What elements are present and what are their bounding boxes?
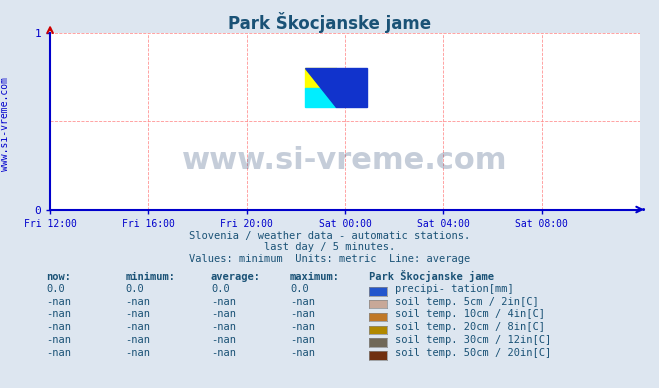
Text: 0.0: 0.0	[290, 284, 308, 294]
Text: Slovenia / weather data - automatic stations.: Slovenia / weather data - automatic stat…	[189, 230, 470, 241]
Text: maximum:: maximum:	[290, 272, 340, 282]
Text: Park Škocjanske jame: Park Škocjanske jame	[228, 12, 431, 33]
Text: -nan: -nan	[211, 335, 236, 345]
Text: -nan: -nan	[46, 322, 71, 332]
Text: -nan: -nan	[211, 348, 236, 358]
Text: -nan: -nan	[125, 309, 150, 319]
Text: -nan: -nan	[290, 348, 315, 358]
Text: -nan: -nan	[46, 296, 71, 307]
Bar	[306, 68, 336, 88]
Text: -nan: -nan	[211, 322, 236, 332]
Text: www.si-vreme.com: www.si-vreme.com	[183, 146, 507, 175]
Text: -nan: -nan	[290, 322, 315, 332]
Text: 0.0: 0.0	[211, 284, 229, 294]
Text: soil temp. 10cm / 4in[C]: soil temp. 10cm / 4in[C]	[395, 309, 546, 319]
Text: soil temp. 50cm / 20in[C]: soil temp. 50cm / 20in[C]	[395, 348, 552, 358]
Text: -nan: -nan	[125, 348, 150, 358]
Text: soil temp. 30cm / 12in[C]: soil temp. 30cm / 12in[C]	[395, 335, 552, 345]
Text: soil temp. 5cm / 2in[C]: soil temp. 5cm / 2in[C]	[395, 296, 539, 307]
Text: -nan: -nan	[211, 296, 236, 307]
Text: -nan: -nan	[46, 348, 71, 358]
Text: -nan: -nan	[125, 322, 150, 332]
Bar	[306, 88, 336, 107]
Text: precipi- tation[mm]: precipi- tation[mm]	[395, 284, 514, 294]
Text: -nan: -nan	[290, 296, 315, 307]
Text: -nan: -nan	[211, 309, 236, 319]
Bar	[336, 68, 367, 107]
Text: last day / 5 minutes.: last day / 5 minutes.	[264, 242, 395, 252]
Text: Values: minimum  Units: metric  Line: average: Values: minimum Units: metric Line: aver…	[189, 254, 470, 264]
Text: -nan: -nan	[125, 296, 150, 307]
Text: now:: now:	[46, 272, 71, 282]
Text: minimum:: minimum:	[125, 272, 175, 282]
Text: average:: average:	[211, 272, 261, 282]
Text: -nan: -nan	[46, 309, 71, 319]
Polygon shape	[306, 68, 336, 107]
Text: soil temp. 20cm / 8in[C]: soil temp. 20cm / 8in[C]	[395, 322, 546, 332]
Text: -nan: -nan	[46, 335, 71, 345]
Text: -nan: -nan	[290, 309, 315, 319]
Text: -nan: -nan	[290, 335, 315, 345]
Text: 0.0: 0.0	[125, 284, 144, 294]
Text: -nan: -nan	[125, 335, 150, 345]
Text: www.si-vreme.com: www.si-vreme.com	[0, 77, 11, 171]
Text: Park Škocjanske jame: Park Škocjanske jame	[369, 270, 494, 282]
Text: 0.0: 0.0	[46, 284, 65, 294]
